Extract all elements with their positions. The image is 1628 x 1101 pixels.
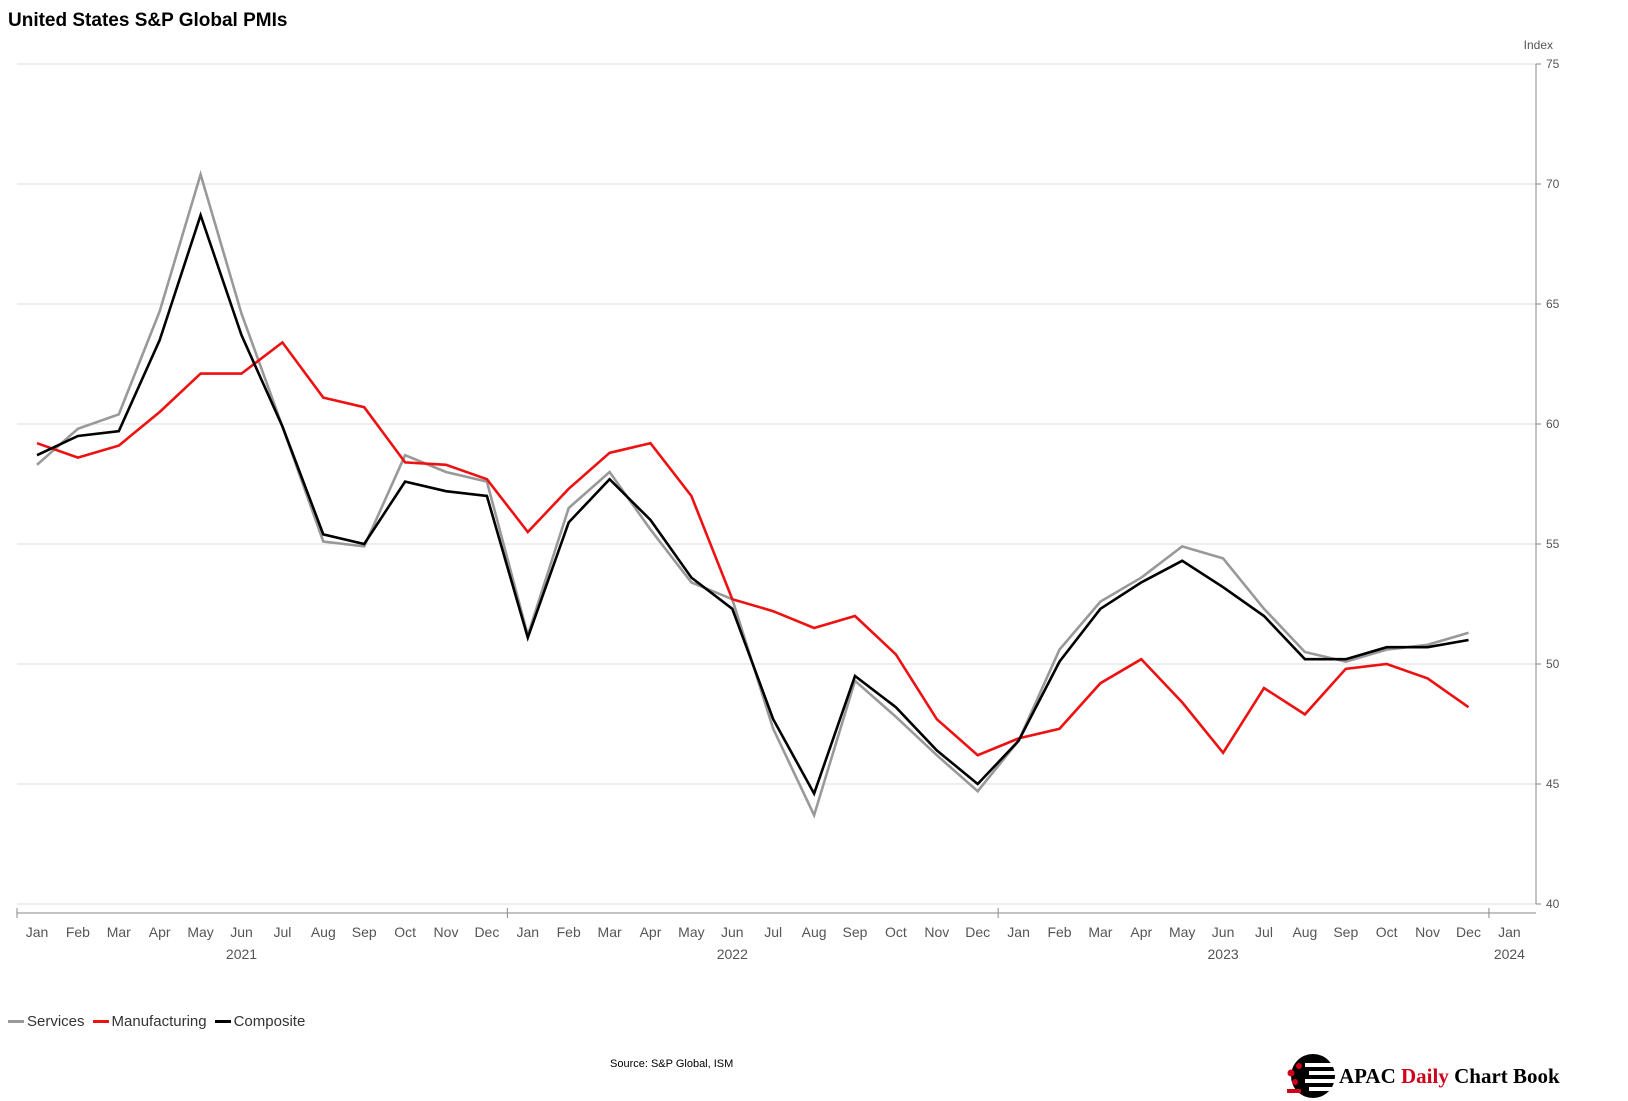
y-axis-label: Index — [1524, 38, 1553, 52]
apac-logo-icon — [1287, 1054, 1335, 1098]
y-tick-label: 50 — [1546, 657, 1560, 671]
x-month-label: Dec — [1456, 924, 1481, 940]
x-month-label: Oct — [885, 924, 907, 940]
x-month-label: Oct — [1376, 924, 1398, 940]
x-month-label: Aug — [1292, 924, 1317, 940]
x-year-label: 2023 — [1208, 946, 1239, 962]
x-month-label: Nov — [924, 924, 949, 940]
legend-item-services: Services — [8, 1013, 85, 1030]
x-month-label: Nov — [1415, 924, 1440, 940]
x-month-label: Dec — [474, 924, 499, 940]
y-tick-label: 70 — [1546, 177, 1560, 191]
legend-label-manufacturing: Manufacturing — [111, 1013, 207, 1030]
brand-text-chart-book: Chart Book — [1448, 1063, 1560, 1088]
x-month-label: Jun — [1212, 924, 1235, 940]
legend-swatch-composite — [214, 1020, 231, 1023]
x-month-label: May — [187, 924, 213, 940]
x-month-label: Sep — [843, 924, 868, 940]
x-month-label: Apr — [149, 924, 171, 940]
x-year-label: 2022 — [717, 946, 748, 962]
x-month-label: Jan — [517, 924, 540, 940]
legend-item-composite: Composite — [214, 1013, 306, 1030]
y-tick-label: 75 — [1546, 57, 1560, 71]
y-tick-label: 55 — [1546, 537, 1560, 551]
legend-swatch-services — [8, 1020, 24, 1023]
x-month-label: Jul — [1255, 924, 1273, 940]
legend: Services Manufacturing Composite — [8, 1013, 305, 1030]
series-line-composite — [36, 211, 1469, 797]
x-year-label: 2024 — [1494, 946, 1525, 962]
axes: 40 45 50 55 60 65 70 75 Index Jan Feb Mar Apr May Jun J… — [16, 38, 1560, 962]
x-month-label: Feb — [66, 924, 90, 940]
x-month-label: Jan — [1007, 924, 1030, 940]
legend-swatch-manufacturing — [92, 1020, 109, 1023]
y-tick-label: 45 — [1546, 777, 1560, 791]
series-line-manufacturing — [36, 340, 1470, 757]
y-tick-label: 60 — [1546, 417, 1560, 431]
x-month-label: Aug — [802, 924, 827, 940]
source-note: Source: S&P Global, ISM — [610, 1058, 734, 1070]
x-month-label: Sep — [1333, 924, 1358, 940]
legend-label-services: Services — [27, 1013, 85, 1030]
series-lines — [36, 169, 1470, 819]
x-month-label: Jun — [230, 924, 253, 940]
x-month-label: Oct — [394, 924, 416, 940]
y-tick-label: 65 — [1546, 297, 1560, 311]
x-month-label: Jul — [273, 924, 291, 940]
x-month-label: Feb — [1047, 924, 1071, 940]
brand-text-apac: APAC — [1339, 1063, 1402, 1088]
brand-text: APAC Daily Chart Book — [1339, 1064, 1560, 1089]
x-month-label: Aug — [311, 924, 336, 940]
chart-title: United States S&P Global PMIs — [8, 10, 288, 31]
brand-text-daily: Daily — [1401, 1063, 1449, 1088]
x-month-label: Apr — [1130, 924, 1152, 940]
x-month-label: May — [678, 924, 704, 940]
x-year-label: 2021 — [226, 946, 257, 962]
x-month-label: Mar — [1088, 924, 1112, 940]
x-month-label: Jul — [764, 924, 782, 940]
legend-label-composite: Composite — [233, 1013, 306, 1030]
x-month-label: Nov — [434, 924, 459, 940]
gridlines — [17, 63, 1536, 905]
brand: APAC Daily Chart Book — [1287, 1051, 1560, 1101]
x-month-label: Jan — [1498, 924, 1521, 940]
y-tick-label: 40 — [1546, 897, 1560, 911]
x-month-label: May — [1169, 924, 1195, 940]
series-line-services — [36, 169, 1469, 819]
x-month-label: Apr — [640, 924, 662, 940]
x-month-label: Feb — [557, 924, 581, 940]
x-month-label: Mar — [107, 924, 131, 940]
x-month-label: Mar — [598, 924, 622, 940]
x-month-label: Dec — [965, 924, 990, 940]
x-month-label: Jan — [26, 924, 49, 940]
x-month-label: Sep — [352, 924, 377, 940]
x-month-label: Jun — [721, 924, 744, 940]
legend-item-manufacturing: Manufacturing — [92, 1013, 207, 1030]
